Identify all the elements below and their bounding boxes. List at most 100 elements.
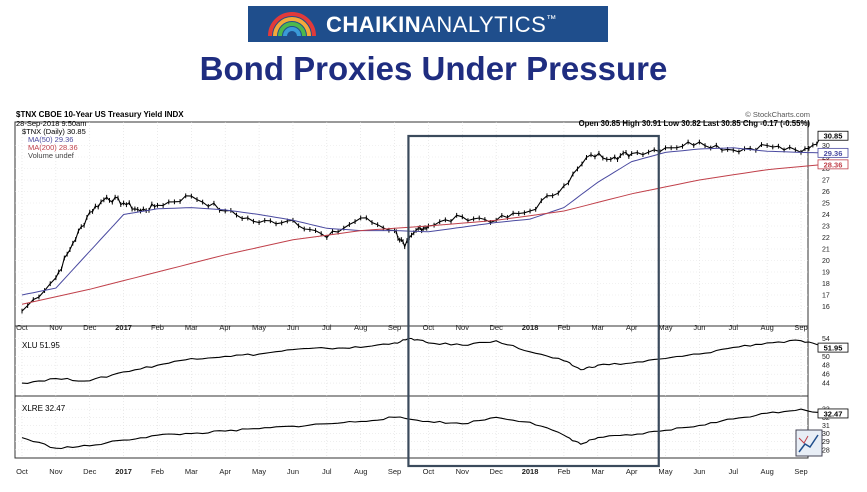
x-tick-label: Aug bbox=[354, 323, 367, 332]
x-tick-label: May bbox=[658, 467, 672, 476]
legend-ma200: MA(200) 28.36 bbox=[28, 143, 78, 152]
x-tick-label: Oct bbox=[423, 467, 436, 476]
x-tick-label: Oct bbox=[423, 323, 436, 332]
value-badge bbox=[817, 130, 849, 141]
xlu-label: XLU 51.95 bbox=[22, 341, 60, 350]
symbol-line: $TNX CBOE 10-Year US Treasury Yield INDX bbox=[16, 110, 184, 119]
x-tick-label: Nov bbox=[456, 467, 470, 476]
y-tick-label: 54 bbox=[822, 336, 830, 343]
x-tick-label: Feb bbox=[557, 467, 570, 476]
value-badge-label: 30.85 bbox=[824, 132, 843, 141]
x-tick-label: Dec bbox=[490, 323, 504, 332]
value-badge-label: 51.95 bbox=[824, 344, 843, 353]
value-badge bbox=[817, 342, 849, 353]
x-tick-label: Jul bbox=[728, 323, 738, 332]
y-tick-label: 44 bbox=[822, 381, 830, 388]
value-badge-label: 32.47 bbox=[824, 409, 843, 418]
x-tick-label: Sep bbox=[388, 323, 401, 332]
series-line bbox=[21, 408, 825, 450]
xlre-label: XLRE 32.47 bbox=[22, 404, 66, 413]
x-tick-label: Feb bbox=[151, 323, 164, 332]
legend-price: $TNX (Daily) 30.85 bbox=[22, 127, 86, 136]
x-tick-label: Jul bbox=[322, 323, 332, 332]
x-tick-label: Jul bbox=[728, 467, 738, 476]
x-tick-label: Jun bbox=[287, 323, 299, 332]
x-tick-label: Nov bbox=[49, 467, 63, 476]
x-tick-label: Nov bbox=[456, 323, 470, 332]
y-tick-label: 46 bbox=[822, 372, 830, 379]
x-tick-label: 2017 bbox=[115, 323, 132, 332]
ohlc-readout: Open 30.85 High 30.91 Low 30.82 Last 30.… bbox=[579, 119, 811, 128]
y-tick-label: 23 bbox=[822, 224, 830, 231]
logo-wordmark: CHAIKINANALYTICS™ bbox=[326, 12, 557, 38]
y-tick-label: 20 bbox=[822, 258, 830, 265]
y-tick-label: 18 bbox=[822, 281, 830, 288]
date-line: 28-Sep-2018 9:50am bbox=[16, 119, 86, 128]
slide-title: Bond Proxies Under Pressure bbox=[199, 50, 668, 87]
x-tick-label: Oct bbox=[16, 467, 29, 476]
x-tick-label: Aug bbox=[760, 323, 773, 332]
series-line bbox=[21, 147, 825, 296]
x-tick-label: Apr bbox=[219, 467, 231, 476]
y-tick-label: 24 bbox=[822, 212, 830, 219]
legend-volume: Volume undef bbox=[28, 151, 75, 160]
x-tick-label: Aug bbox=[760, 467, 773, 476]
y-tick-label: 30 bbox=[822, 431, 830, 438]
x-tick-label: Oct bbox=[16, 323, 29, 332]
chart-grid bbox=[15, 122, 808, 458]
x-tick-label: Mar bbox=[591, 467, 604, 476]
x-tick-label: May bbox=[252, 467, 266, 476]
chaikin-logo: CHAIKINANALYTICS™ bbox=[248, 6, 608, 42]
x-tick-label: Mar bbox=[591, 323, 604, 332]
value-badge-label: 29.36 bbox=[824, 149, 843, 158]
series-line bbox=[21, 337, 825, 384]
chart-tool-icon[interactable] bbox=[795, 429, 823, 457]
x-tick-label: Sep bbox=[794, 467, 807, 476]
x-tick-label: Dec bbox=[490, 467, 504, 476]
x-tick-label: Jul bbox=[322, 467, 332, 476]
x-tick-label: Sep bbox=[794, 323, 807, 332]
logo-word-analytics: ANALYTICS bbox=[421, 12, 547, 37]
stockcharts-watermark: © StockCharts.com bbox=[745, 110, 810, 119]
x-tick-label: May bbox=[658, 323, 672, 332]
x-tick-label: Mar bbox=[185, 323, 198, 332]
highlight-box bbox=[407, 134, 660, 468]
y-tick-label: 50 bbox=[822, 354, 830, 361]
y-tick-label: 16 bbox=[822, 304, 830, 311]
x-tick-label: Jun bbox=[287, 467, 299, 476]
x-tick-label: Dec bbox=[83, 323, 97, 332]
y-tick-label: 28 bbox=[822, 447, 830, 454]
x-tick-label: Feb bbox=[151, 467, 164, 476]
x-tick-label: Sep bbox=[388, 467, 401, 476]
legend-ma50: MA(50) 29.36 bbox=[28, 135, 73, 144]
y-tick-label: 48 bbox=[822, 363, 830, 370]
chart-series bbox=[21, 133, 826, 468]
y-tick-label: 28 bbox=[822, 166, 830, 173]
x-tick-label: Nov bbox=[49, 323, 63, 332]
x-tick-label: Apr bbox=[626, 467, 638, 476]
x-tick-label: 2018 bbox=[522, 323, 539, 332]
x-tick-label: Aug bbox=[354, 467, 367, 476]
value-badge bbox=[817, 147, 849, 158]
stockchart: OctOctNovNovDecDec20172017FebFebMarMarAp… bbox=[14, 110, 849, 476]
x-tick-label: Mar bbox=[185, 467, 198, 476]
y-tick-label: 25 bbox=[822, 201, 830, 208]
x-tick-label: 2017 bbox=[115, 467, 132, 476]
y-tick-label: 19 bbox=[822, 270, 830, 277]
x-tick-label: Dec bbox=[83, 467, 97, 476]
series-line bbox=[21, 163, 825, 305]
x-tick-label: May bbox=[252, 323, 266, 332]
x-tick-label: Jun bbox=[693, 323, 705, 332]
chart-labels: OctOctNovNovDecDec20172017FebFebMarMarAp… bbox=[16, 130, 849, 476]
y-tick-label: 29 bbox=[822, 439, 830, 446]
plot-border bbox=[14, 121, 809, 459]
y-tick-label: 17 bbox=[822, 293, 830, 300]
y-tick-label: 26 bbox=[822, 189, 830, 196]
y-tick-label: 30 bbox=[822, 143, 830, 150]
y-tick-label: 22 bbox=[822, 235, 830, 242]
x-tick-label: Apr bbox=[219, 323, 231, 332]
y-tick-label: 27 bbox=[822, 178, 830, 185]
chart-frame bbox=[14, 121, 809, 459]
y-tick-label: 21 bbox=[822, 247, 830, 254]
value-badge-label: 28.36 bbox=[824, 160, 843, 169]
